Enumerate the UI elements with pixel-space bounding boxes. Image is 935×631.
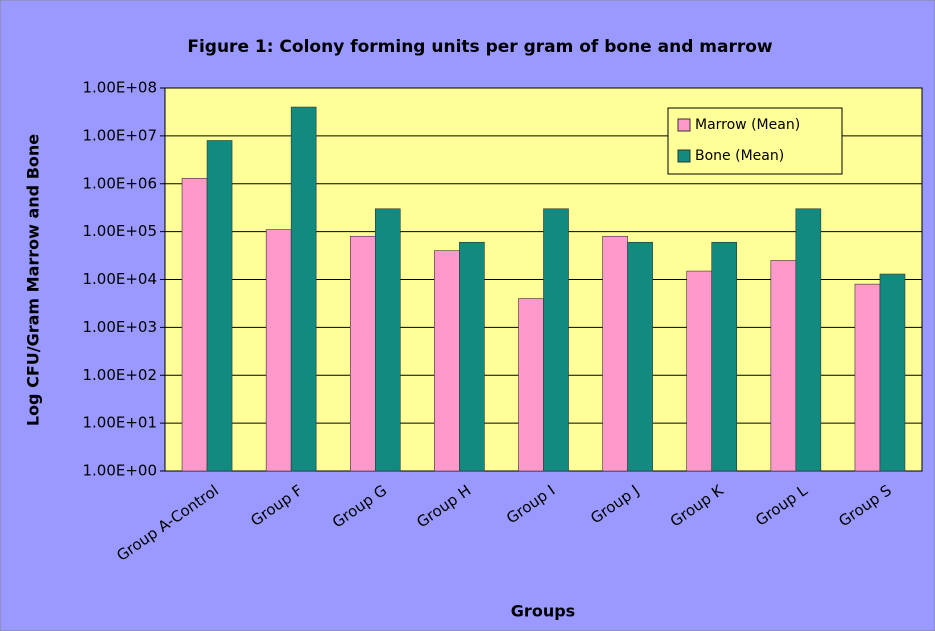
bar <box>686 270 713 472</box>
bar <box>181 177 208 472</box>
y-tick-label: 1.00E+06 <box>82 174 157 192</box>
bar <box>374 208 401 472</box>
legend-label: Marrow (Mean) <box>695 117 800 133</box>
bar <box>627 241 653 472</box>
legend-box <box>667 107 843 175</box>
bar <box>602 235 628 472</box>
chart-title: Figure 1: Colony forming units per gram … <box>187 37 773 57</box>
legend-label: Bone (Mean) <box>695 148 784 164</box>
y-tick-label: 1.00E+00 <box>82 462 157 480</box>
legend-swatch <box>677 149 691 163</box>
bar <box>711 241 738 472</box>
bar <box>206 140 233 472</box>
x-axis-title: Groups <box>511 602 575 621</box>
bar <box>795 208 822 472</box>
y-axis-title: Log CFU/Gram Marrow and Bone <box>24 134 43 426</box>
bar <box>518 298 544 472</box>
bar <box>459 241 485 472</box>
y-tick-label: 1.00E+01 <box>82 414 157 432</box>
legend-swatch <box>677 118 691 132</box>
bar <box>879 273 906 472</box>
y-tick-label: 1.00E+05 <box>82 222 157 240</box>
bar <box>290 106 317 472</box>
y-tick-label: 1.00E+08 <box>82 79 157 97</box>
bar <box>349 235 376 472</box>
bar <box>854 283 881 472</box>
y-tick-label: 1.00E+03 <box>82 318 157 336</box>
bar <box>265 229 292 472</box>
bar <box>543 208 569 472</box>
y-tick-label: 1.00E+07 <box>82 126 157 144</box>
bar <box>770 260 797 472</box>
bar <box>434 250 460 472</box>
y-tick-label: 1.00E+02 <box>82 366 157 384</box>
y-tick-label: 1.00E+04 <box>82 270 157 288</box>
